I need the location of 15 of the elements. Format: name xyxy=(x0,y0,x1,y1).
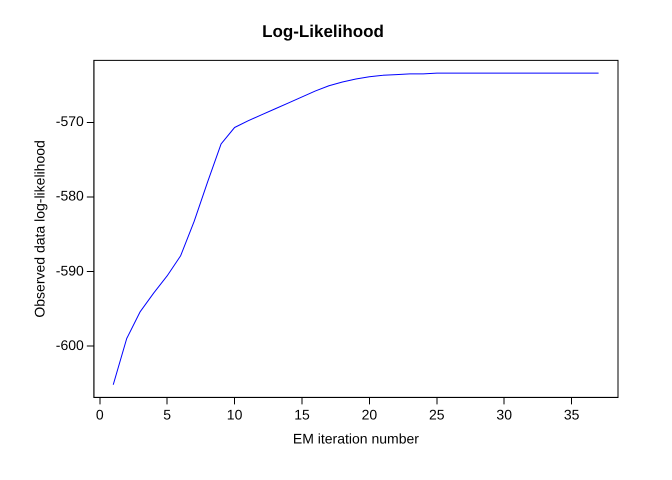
y-tick-label: -600 xyxy=(56,336,84,353)
x-tick-label: 15 xyxy=(294,406,310,423)
x-tick-label: 25 xyxy=(429,406,445,423)
x-tick-label: 0 xyxy=(96,406,104,423)
y-tick-label: -590 xyxy=(56,262,84,278)
x-tick-label: 10 xyxy=(226,406,243,423)
x-tick-label: 35 xyxy=(564,406,580,423)
x-tick-label: 20 xyxy=(362,406,378,423)
x-axis-title: EM iteration number xyxy=(292,430,420,446)
y-tick-label: -570 xyxy=(56,113,84,130)
y-tick-label: -580 xyxy=(56,188,84,204)
y-axis-title: Observed data log-likelihood xyxy=(31,140,48,318)
x-tick-label: 5 xyxy=(163,406,172,423)
chart-title: Log-Likelihood xyxy=(262,22,384,41)
x-tick-label: 30 xyxy=(496,406,512,423)
